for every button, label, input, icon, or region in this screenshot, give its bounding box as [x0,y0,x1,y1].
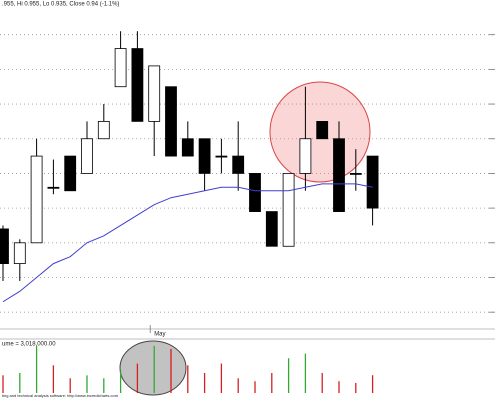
volume-label: ume = 3,018,000.00 [2,342,56,348]
candle-body [181,138,194,157]
candle-body [64,155,77,192]
moving-average [2,183,373,303]
candle-body [114,48,127,88]
candle-body [333,138,345,212]
candle-body [81,138,93,174]
candle-body [215,155,228,158]
candle-body [148,65,161,122]
candle-body [232,155,245,174]
candle-body [198,138,211,174]
candle-body [265,211,278,247]
candle-body [13,242,26,265]
candle-body [47,186,60,189]
candle-body [165,86,177,157]
candle-body [249,173,261,212]
footer: ting and technical analysis software: ht… [2,393,119,398]
candle-body [0,228,9,265]
candle-body [316,120,329,140]
candle-body [131,48,144,122]
header: .955, Hi 0.955, Lo 0.935, Close 0.94 (-1… [2,2,119,8]
candle-body [366,155,379,209]
candle-body [97,120,110,140]
candle-body [349,173,362,175]
candle-body [282,173,295,247]
highlight-ellipse [119,340,187,396]
candle-body [30,155,43,244]
x-tick-label: May [154,332,165,338]
candle-body [299,138,312,174]
